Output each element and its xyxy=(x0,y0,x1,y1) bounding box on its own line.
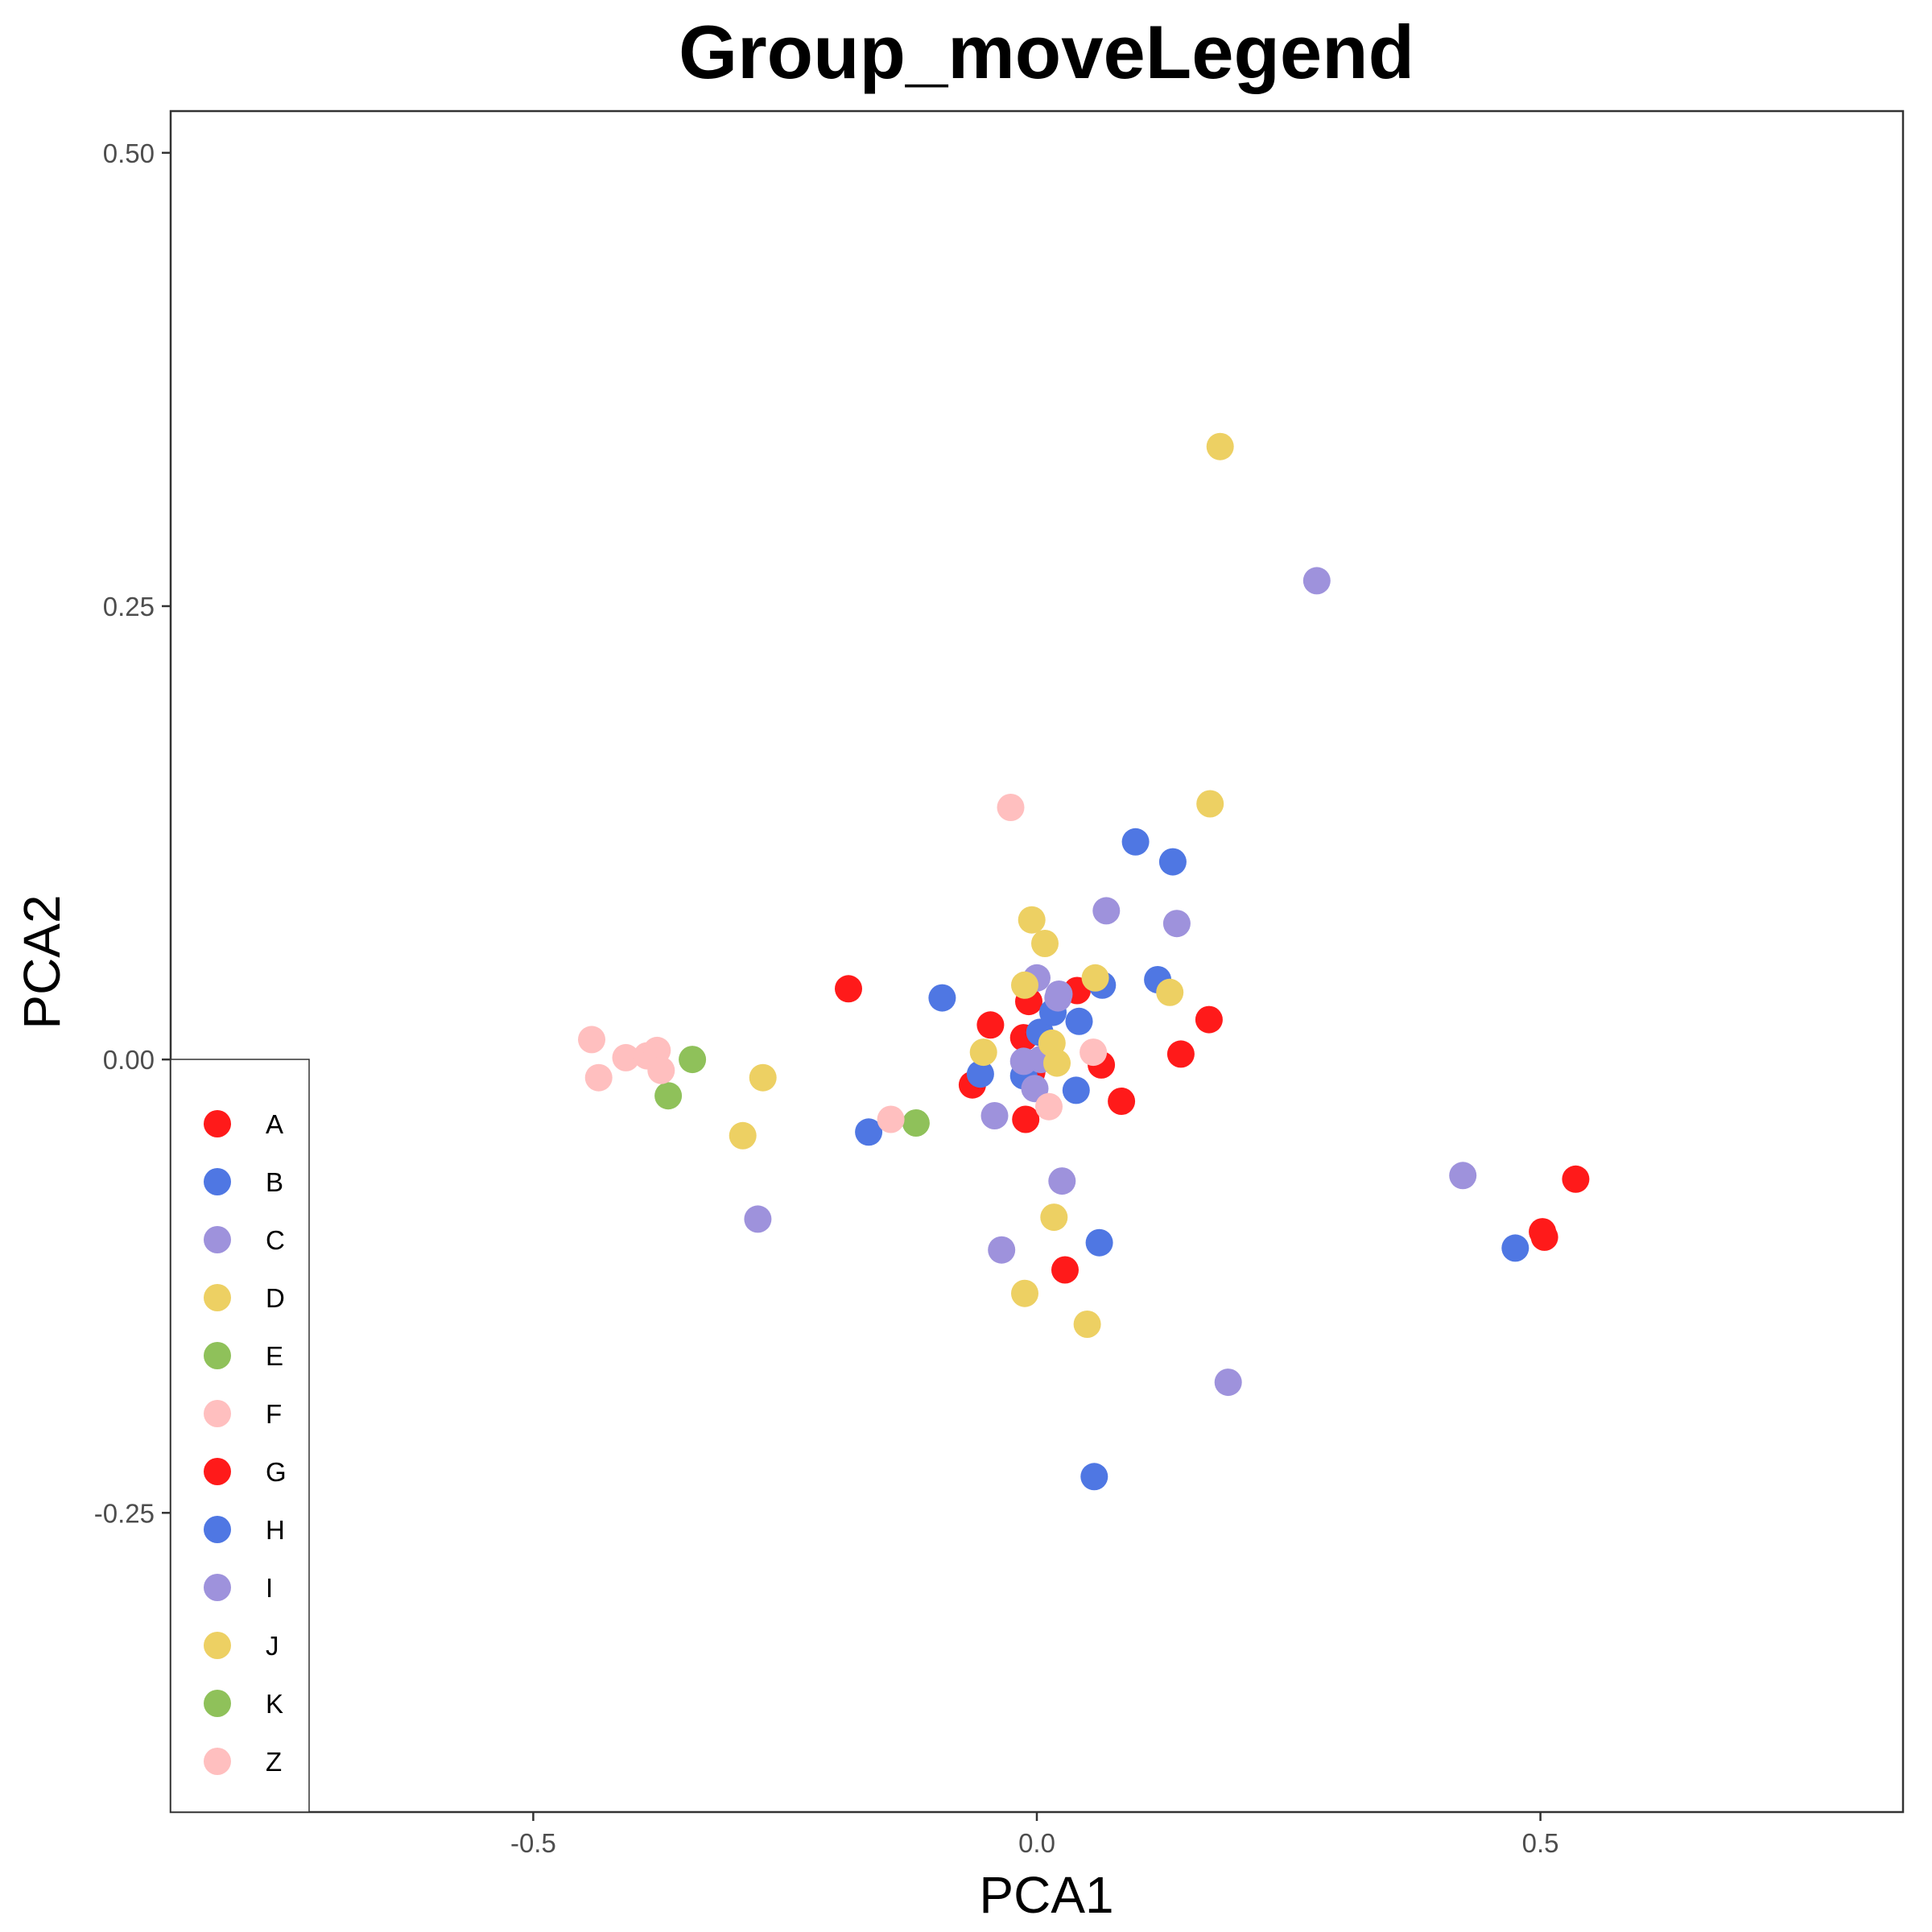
point-i-2 xyxy=(1162,910,1191,938)
y-tick-label: 0.50 xyxy=(103,138,155,168)
point-f-5 xyxy=(647,1056,675,1084)
point-j-4 xyxy=(729,1121,757,1150)
point-h-6 xyxy=(1501,1234,1530,1262)
point-a-1 xyxy=(835,975,862,1003)
point-d-5 xyxy=(1011,971,1038,999)
point-j-2 xyxy=(1043,1049,1071,1077)
y-tick-label: -0.25 xyxy=(94,1498,155,1528)
point-f-1 xyxy=(578,1026,605,1054)
legend-label-z: Z xyxy=(266,1747,282,1777)
point-g-1 xyxy=(1195,1005,1223,1034)
legend-label-c: C xyxy=(266,1225,285,1255)
point-b-4 xyxy=(1065,1007,1093,1035)
legend-key-e xyxy=(204,1342,231,1369)
point-c-7 xyxy=(980,1102,1009,1129)
legend-box xyxy=(170,1059,310,1813)
y-tick-label: 0.25 xyxy=(103,592,155,621)
legend-key-f xyxy=(204,1400,231,1427)
x-tick-label: 0.5 xyxy=(1522,1828,1559,1858)
point-i-6 xyxy=(1214,1368,1242,1397)
legend-label-e: E xyxy=(266,1341,283,1371)
point-z-5 xyxy=(877,1105,905,1133)
legend-key-g xyxy=(204,1458,231,1485)
point-k-1 xyxy=(902,1109,930,1137)
legend-label-d: D xyxy=(266,1283,285,1313)
legend-label-h: H xyxy=(266,1515,285,1545)
legend-key-d xyxy=(204,1284,231,1311)
point-j-1 xyxy=(969,1038,997,1067)
legend-key-h xyxy=(204,1516,231,1543)
chart-title: Group_moveLegend xyxy=(679,10,1414,94)
point-a-7 xyxy=(1012,1105,1040,1133)
x-axis-title: PCA1 xyxy=(979,1866,1113,1924)
legend-label-i: I xyxy=(266,1573,273,1603)
scatter-points xyxy=(578,432,1590,1491)
point-e-2 xyxy=(654,1082,683,1110)
point-e-1 xyxy=(679,1046,707,1074)
point-b-7 xyxy=(855,1118,883,1146)
point-z-4 xyxy=(1035,1092,1063,1121)
point-a-2 xyxy=(976,1011,1005,1039)
point-z-2 xyxy=(997,794,1025,821)
point-b-2 xyxy=(966,1060,994,1088)
point-g-2 xyxy=(1166,1040,1195,1068)
plot-panel-border xyxy=(169,109,1905,1814)
point-d-3 xyxy=(1018,906,1046,934)
point-b-8 xyxy=(1085,1228,1113,1257)
point-g-7 xyxy=(1530,1223,1558,1251)
legend-label-a: A xyxy=(266,1109,283,1139)
x-axis: -0.5 0.0 0.5 xyxy=(510,1812,1559,1858)
legend-key-c xyxy=(204,1226,231,1253)
point-a-9 xyxy=(1562,1165,1590,1193)
legend-label-j: J xyxy=(266,1631,279,1661)
legend-key-a xyxy=(204,1110,231,1137)
point-i-5 xyxy=(988,1236,1016,1264)
point-h-2 xyxy=(1158,848,1187,876)
point-h-7 xyxy=(1080,1463,1108,1491)
y-tick-label: 0.00 xyxy=(103,1045,155,1075)
y-axis: 0.50 0.25 0.00 -0.25 xyxy=(94,138,171,1528)
point-d-1 xyxy=(1206,432,1234,460)
point-j-5 xyxy=(1040,1203,1068,1232)
x-tick-label: 0.0 xyxy=(1018,1828,1055,1858)
legend-label-k: K xyxy=(266,1689,283,1719)
point-j-6 xyxy=(1011,1279,1038,1307)
point-c-8 xyxy=(1048,1167,1076,1195)
point-d-7 xyxy=(1156,978,1184,1006)
point-g-5 xyxy=(1051,1256,1079,1284)
point-j-7 xyxy=(1073,1311,1101,1338)
y-axis-title: PCA2 xyxy=(13,894,71,1029)
legend-label-g: G xyxy=(266,1457,287,1487)
point-i-3 xyxy=(1044,984,1072,1012)
point-c-1 xyxy=(1092,897,1121,925)
legend-key-b xyxy=(204,1168,231,1195)
legend-key-z xyxy=(204,1748,231,1775)
point-z-3 xyxy=(1080,1038,1108,1067)
point-b-1 xyxy=(928,984,956,1012)
point-z-1 xyxy=(584,1063,613,1092)
x-tick-label: -0.5 xyxy=(510,1828,556,1858)
point-j-3 xyxy=(749,1063,777,1092)
point-d-2 xyxy=(1196,790,1224,818)
point-h-1 xyxy=(1121,828,1150,856)
point-d-4 xyxy=(1031,930,1059,957)
point-a-8 xyxy=(1108,1088,1136,1115)
point-i-1 xyxy=(1302,567,1331,595)
legend-label-b: B xyxy=(266,1167,283,1197)
legend-key-k xyxy=(204,1690,231,1717)
point-f-2 xyxy=(612,1043,640,1071)
legend-label-f: F xyxy=(266,1399,282,1429)
point-d-6 xyxy=(1081,964,1109,992)
point-i-4 xyxy=(1449,1162,1477,1190)
legend-key-j xyxy=(204,1632,231,1659)
point-c-9 xyxy=(744,1205,772,1233)
legend-key-i xyxy=(204,1574,231,1601)
point-h-5 xyxy=(1062,1076,1090,1104)
